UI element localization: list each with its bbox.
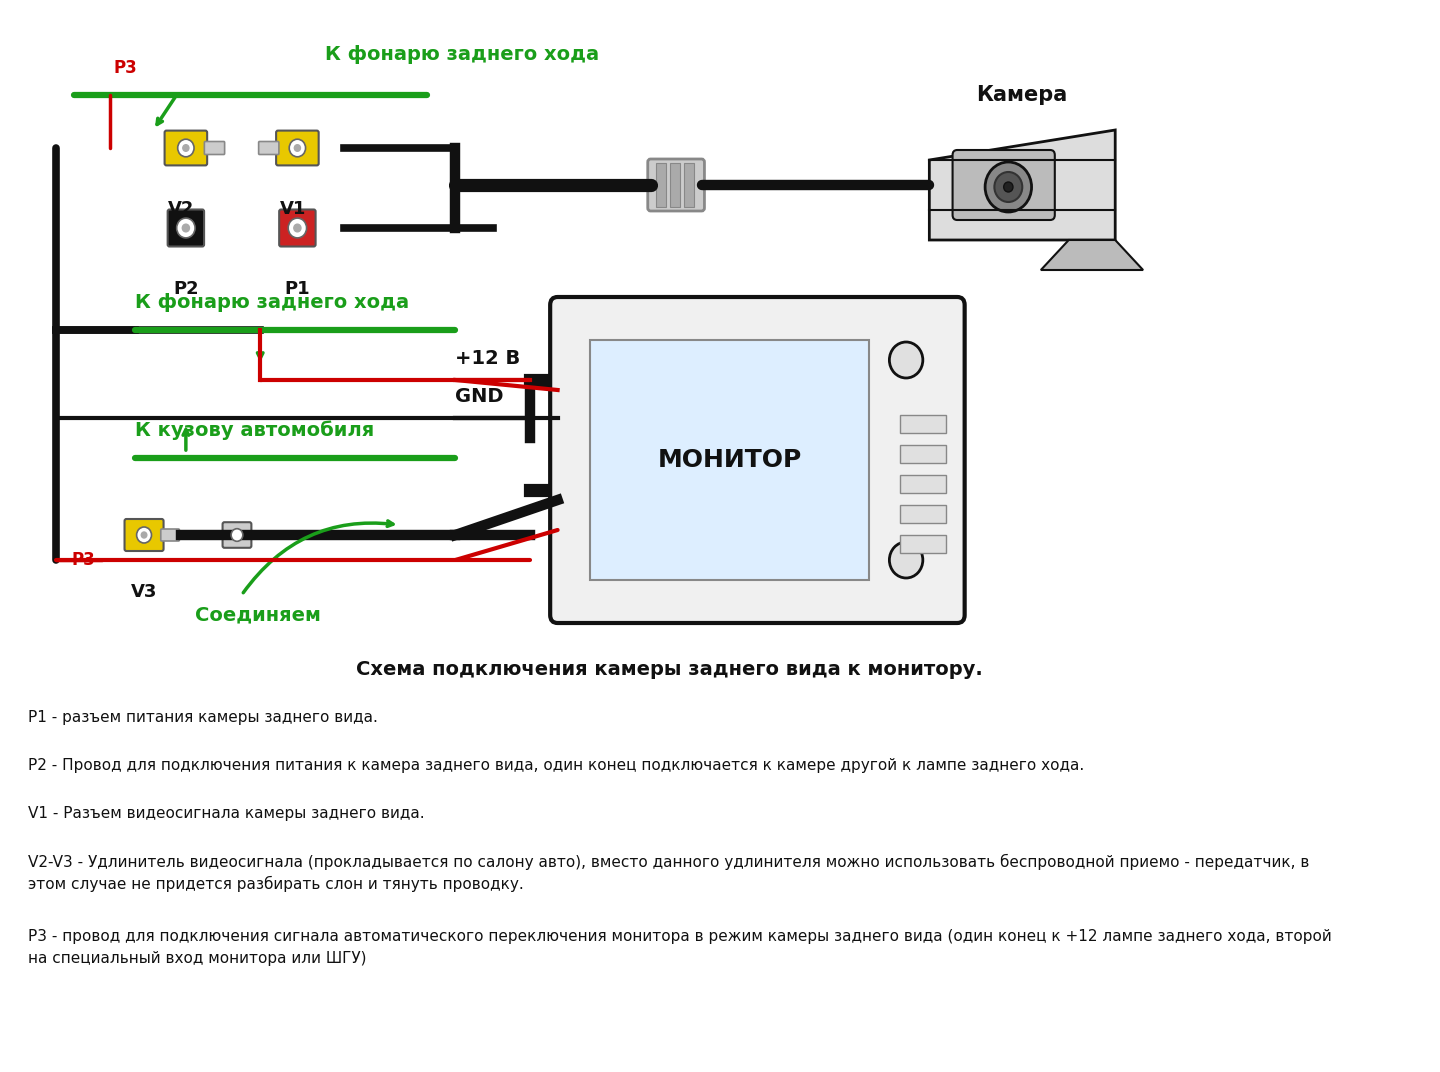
Circle shape bbox=[294, 224, 301, 232]
Text: V1 - Разъем видеосигнала камеры заднего вида.: V1 - Разъем видеосигнала камеры заднего … bbox=[27, 806, 425, 821]
Circle shape bbox=[177, 139, 194, 157]
Circle shape bbox=[177, 218, 194, 238]
Bar bbox=[670, 163, 680, 207]
FancyBboxPatch shape bbox=[279, 209, 315, 247]
Text: +12 В: +12 В bbox=[455, 348, 521, 368]
Text: Соединяем: Соединяем bbox=[196, 606, 321, 625]
Circle shape bbox=[1004, 182, 1012, 192]
Text: P1: P1 bbox=[285, 280, 310, 298]
Circle shape bbox=[890, 542, 923, 578]
Text: V1: V1 bbox=[279, 200, 305, 218]
Bar bbox=[657, 163, 667, 207]
Text: Камера: Камера bbox=[976, 85, 1067, 105]
Text: P3 - провод для подключения сигнала автоматического переключения монитора в режи: P3 - провод для подключения сигнала авто… bbox=[27, 929, 1332, 944]
Polygon shape bbox=[929, 130, 1115, 240]
Circle shape bbox=[289, 139, 305, 157]
Circle shape bbox=[183, 224, 190, 232]
FancyBboxPatch shape bbox=[259, 142, 279, 154]
Text: P2: P2 bbox=[173, 280, 199, 298]
Circle shape bbox=[288, 218, 307, 238]
Text: V3: V3 bbox=[131, 583, 157, 601]
Text: К фонарю заднего хода: К фонарю заднего хода bbox=[135, 293, 409, 312]
Circle shape bbox=[294, 145, 301, 151]
FancyBboxPatch shape bbox=[953, 150, 1056, 220]
Circle shape bbox=[183, 145, 189, 151]
Text: К кузову автомобиля: К кузову автомобиля bbox=[135, 420, 374, 440]
FancyBboxPatch shape bbox=[223, 522, 252, 548]
Text: МОНИТОР: МОНИТОР bbox=[658, 448, 802, 472]
Circle shape bbox=[137, 527, 151, 544]
Circle shape bbox=[232, 528, 243, 541]
Text: P1 - разъем питания камеры заднего вида.: P1 - разъем питания камеры заднего вида. bbox=[27, 710, 377, 725]
Bar bbox=[900, 445, 946, 463]
Text: P3: P3 bbox=[72, 551, 95, 569]
Text: на специальный вход монитора или ШГУ): на специальный вход монитора или ШГУ) bbox=[27, 951, 366, 966]
Text: P3: P3 bbox=[114, 59, 137, 77]
Text: V2-V3 - Удлинитель видеосигнала (прокладывается по салону авто), вместо данного : V2-V3 - Удлинитель видеосигнала (проклад… bbox=[27, 854, 1309, 870]
Circle shape bbox=[141, 532, 147, 538]
FancyBboxPatch shape bbox=[550, 297, 965, 623]
Circle shape bbox=[890, 342, 923, 378]
Bar bbox=[590, 340, 868, 580]
FancyBboxPatch shape bbox=[276, 131, 318, 165]
Circle shape bbox=[985, 162, 1031, 212]
Bar bbox=[684, 163, 694, 207]
FancyBboxPatch shape bbox=[161, 528, 180, 541]
FancyBboxPatch shape bbox=[648, 159, 704, 211]
Text: К фонарю заднего хода: К фонарю заднего хода bbox=[325, 45, 599, 64]
Bar bbox=[900, 535, 946, 553]
Text: V2: V2 bbox=[168, 200, 194, 218]
Polygon shape bbox=[1041, 240, 1143, 270]
FancyBboxPatch shape bbox=[164, 131, 207, 165]
Circle shape bbox=[995, 172, 1022, 202]
Text: GND: GND bbox=[455, 387, 504, 405]
FancyBboxPatch shape bbox=[204, 142, 225, 154]
Text: P2 - Провод для подключения питания к камера заднего вида, один конец подключает: P2 - Провод для подключения питания к ка… bbox=[27, 758, 1084, 773]
FancyBboxPatch shape bbox=[124, 519, 164, 551]
Bar bbox=[900, 475, 946, 493]
Text: Схема подключения камеры заднего вида к монитору.: Схема подключения камеры заднего вида к … bbox=[356, 660, 982, 679]
Bar bbox=[900, 415, 946, 433]
Text: этом случае не придется разбирать слон и тянуть проводку.: этом случае не придется разбирать слон и… bbox=[27, 876, 524, 892]
FancyBboxPatch shape bbox=[167, 209, 204, 247]
Bar bbox=[900, 505, 946, 523]
